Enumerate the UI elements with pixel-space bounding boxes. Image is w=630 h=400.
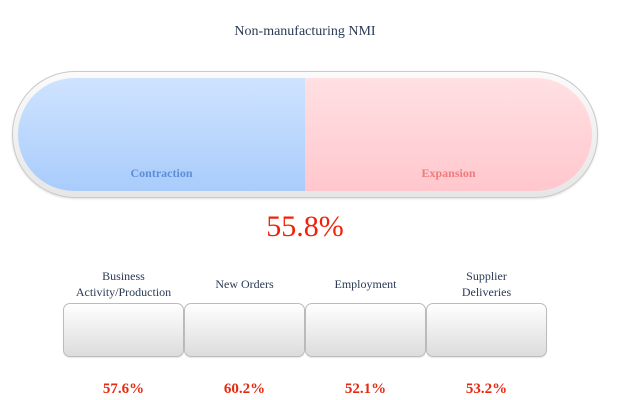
- index-card-value: 53.2%: [465, 381, 508, 397]
- index-card-label: Supplier Deliveries: [461, 269, 512, 299]
- index-card-value: 60.2%: [223, 381, 266, 397]
- overall-index-value: 55.8%: [266, 210, 344, 243]
- index-card-new-orders: New Orders 60.2%: [184, 266, 305, 398]
- gauge-track: Contraction Expansion: [18, 78, 592, 191]
- contraction-label: Contraction: [130, 166, 193, 180]
- index-card-box[interactable]: [426, 303, 547, 357]
- index-card-label: New Orders: [215, 277, 274, 291]
- index-card-box[interactable]: [305, 303, 426, 357]
- index-card-box[interactable]: [184, 303, 305, 357]
- index-card-employment: Employment 52.1%: [305, 266, 426, 398]
- index-card-value: 52.1%: [344, 381, 387, 397]
- index-card-business-activity: Business Activity/Production 57.6%: [63, 266, 184, 398]
- expansion-label: Expansion: [421, 166, 476, 180]
- contraction-zone: Contraction: [18, 78, 305, 191]
- index-card-label: Business Activity/Production: [75, 269, 172, 299]
- index-card-box[interactable]: [63, 303, 184, 357]
- index-card-value: 57.6%: [102, 381, 145, 397]
- index-card-label: Employment: [334, 277, 397, 291]
- chart-title: Non-manufacturing NMI: [234, 24, 376, 39]
- expansion-zone: Expansion: [305, 78, 592, 191]
- expansion-gauge: Contraction Expansion: [12, 71, 598, 198]
- index-card-supplier-deliveries: Supplier Deliveries 53.2%: [426, 266, 547, 398]
